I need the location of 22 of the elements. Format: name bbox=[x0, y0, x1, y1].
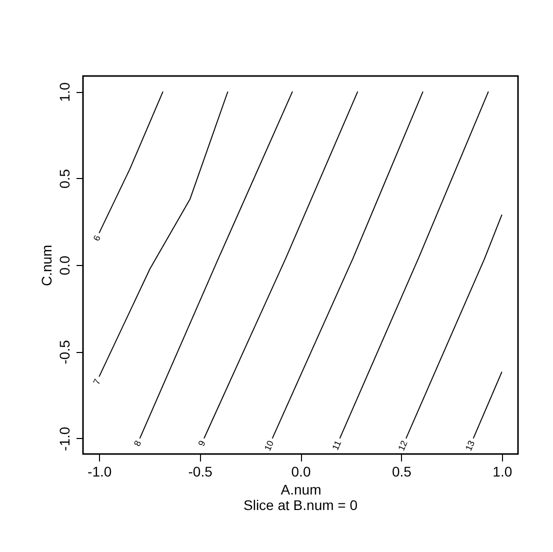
text: 6 bbox=[91, 234, 102, 242]
x-axis-title: A.num bbox=[280, 482, 322, 498]
text: 12 bbox=[396, 439, 410, 452]
y-tick-label: -1.0 bbox=[56, 426, 72, 451]
y-axis-title: C.num bbox=[38, 244, 54, 286]
y-tick-label: -0.5 bbox=[56, 340, 72, 364]
text: 13 bbox=[463, 439, 477, 452]
x-tick-label: 1.0 bbox=[492, 464, 512, 480]
x-tick-label: -0.5 bbox=[188, 464, 213, 480]
text: 11 bbox=[330, 439, 344, 452]
text: 7 bbox=[91, 377, 102, 386]
x-tick-label: 0.0 bbox=[291, 464, 311, 480]
x-tick-label: -1.0 bbox=[88, 464, 112, 480]
line-series bbox=[98, 91, 228, 378]
x-tick-label: 0.5 bbox=[392, 464, 412, 480]
text: 8 bbox=[132, 439, 144, 448]
text: 9 bbox=[196, 439, 208, 448]
y-tick-label: 1.0 bbox=[56, 82, 72, 102]
text: Slice at B.num = 0 bbox=[243, 497, 358, 513]
text: 10 bbox=[262, 439, 276, 452]
y-tick-label: 0.0 bbox=[56, 256, 72, 276]
y-tick-label: 0.5 bbox=[56, 168, 72, 189]
